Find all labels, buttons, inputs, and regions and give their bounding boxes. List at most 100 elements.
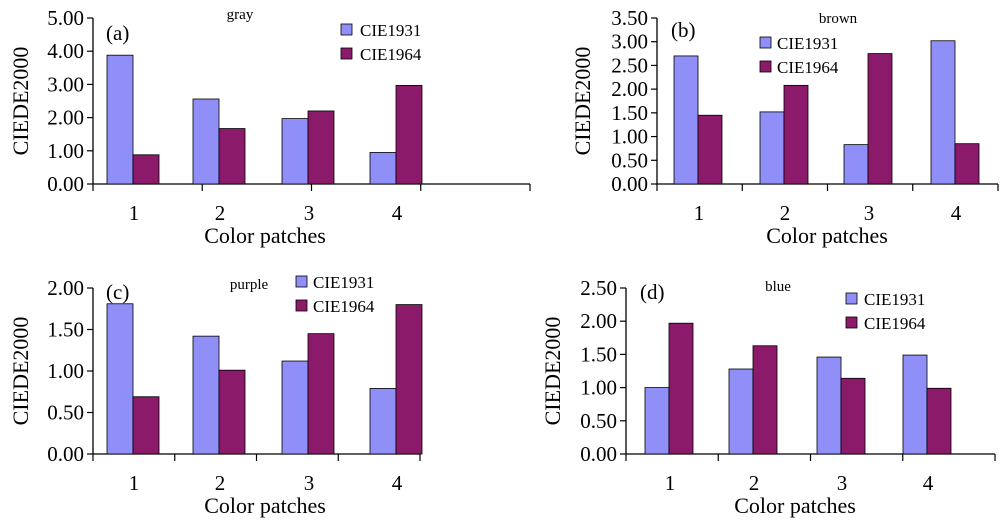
bars (106, 54, 423, 185)
bar-cie1931-4 (930, 40, 956, 185)
y-axis-title: CIEDE2000 (540, 317, 565, 426)
y-tick-label: 2.00 (611, 77, 648, 101)
panel-label: (d) (640, 280, 665, 304)
x-tick-label: 3 (864, 201, 875, 225)
bar-cie1964-1 (668, 322, 694, 455)
legend-label-cie1964: CIE1964 (777, 58, 839, 77)
legend-swatch-cie1931 (845, 292, 858, 305)
bar-cie1931-2 (192, 335, 220, 455)
y-tick-label: 4.00 (47, 39, 84, 63)
x-ticks: 1 2 3 4 (656, 184, 999, 225)
bar-cie1964-1 (697, 114, 723, 185)
chart-title: purple (230, 277, 269, 293)
x-tick-label: 1 (694, 201, 705, 225)
legend-label-cie1931: CIE1931 (313, 273, 374, 292)
bar-cie1964-4 (926, 387, 952, 455)
y-tick-label: 0.00 (580, 442, 617, 466)
panel-a: 0.00 1.00 2.00 3.00 4.00 5.00 1 2 3 4 (a) gray C… (8, 6, 531, 248)
legend: CIE1931 CIE1964 (340, 21, 422, 64)
x-tick-label: 4 (392, 201, 403, 225)
bar-cie1931-4 (369, 388, 397, 455)
x-axis-title: Color patches (204, 493, 326, 518)
bar-cie1931-2 (759, 111, 785, 185)
y-tick-label: 0.50 (47, 401, 84, 425)
x-tick-label: 3 (837, 471, 848, 495)
bars (644, 322, 952, 455)
legend-label-cie1931: CIE1931 (360, 21, 421, 40)
bar-cie1931-3 (816, 356, 842, 455)
bar-cie1931-3 (281, 360, 309, 455)
y-tick-label: 2.50 (611, 53, 648, 77)
x-tick-label: 1 (129, 201, 140, 225)
legend: CIE1931 CIE1964 (295, 273, 375, 316)
bar-cie1931-3 (843, 144, 869, 185)
panel-c: 0.00 0.50 1.00 1.50 2.00 1 2 3 4 (c) purple CIE… (8, 273, 423, 518)
x-tick-label: 4 (392, 471, 403, 495)
panel-d: 0.00 0.50 1.00 1.50 2.00 2.50 1 2 3 4 (d) blue C… (540, 276, 996, 518)
y-tick-label: 2.50 (580, 276, 617, 300)
y-tick-label: 5.00 (47, 6, 84, 30)
x-tick-label: 4 (951, 201, 962, 225)
y-tick-label: 1.00 (47, 139, 84, 163)
y-tick-label: 0.00 (47, 442, 84, 466)
x-axis-title: Color patches (204, 223, 326, 248)
y-tick-label: 1.50 (580, 342, 617, 366)
chart-title: blue (765, 279, 791, 295)
legend: CIE1931 CIE1964 (845, 290, 926, 333)
legend-label-cie1964: CIE1964 (864, 314, 926, 333)
bar-cie1931-2 (192, 98, 220, 185)
y-axis-title: CIEDE2000 (8, 47, 33, 156)
x-tick-label: 2 (215, 201, 226, 225)
bar-cie1964-2 (783, 84, 809, 185)
x-ticks: 1 2 3 4 (92, 184, 531, 225)
x-tick-label: 2 (749, 471, 760, 495)
y-axis-title: CIEDE2000 (8, 317, 33, 426)
x-tick-label: 2 (780, 201, 791, 225)
bar-cie1964-3 (307, 110, 335, 185)
x-tick-label: 1 (665, 471, 676, 495)
bar-cie1931-1 (106, 54, 134, 185)
x-tick-label: 1 (129, 471, 140, 495)
y-ticks: 0.00 0.50 1.00 1.50 2.00 2.50 (580, 276, 626, 466)
bar-cie1964-4 (954, 143, 980, 185)
x-axis-title: Color patches (734, 493, 856, 518)
legend-swatch-cie1964 (845, 316, 858, 329)
y-ticks: 0.00 0.50 1.00 1.50 2.00 (47, 276, 93, 466)
bar-cie1964-1 (132, 396, 160, 455)
y-tick-label: 1.50 (611, 101, 648, 125)
bar-cie1964-4 (395, 304, 423, 455)
panel-label: (b) (671, 18, 696, 42)
bar-cie1964-3 (307, 333, 335, 455)
legend-label-cie1964: CIE1964 (313, 297, 375, 316)
bar-cie1931-1 (106, 303, 134, 455)
legend-label-cie1931: CIE1931 (777, 34, 838, 53)
x-tick-label: 2 (215, 471, 226, 495)
panel-label: (a) (106, 21, 129, 45)
y-tick-label: 1.00 (47, 359, 84, 383)
legend-label-cie1931: CIE1931 (864, 290, 925, 309)
legend: CIE1931 CIE1964 (759, 34, 839, 77)
y-ticks: 0.000.501.001.502.002.503.003.50 (611, 6, 657, 196)
bar-cie1931-3 (281, 118, 309, 185)
bar-cie1964-2 (218, 128, 246, 185)
y-tick-label: 0.50 (580, 409, 617, 433)
legend-swatch-cie1964 (759, 60, 772, 73)
x-ticks: 1 2 3 4 (625, 454, 996, 495)
y-tick-label: 3.50 (611, 6, 648, 30)
bar-cie1964-4 (395, 84, 423, 185)
y-tick-label: 2.00 (47, 276, 84, 300)
bar-cie1931-1 (673, 55, 699, 185)
y-tick-label: 2.00 (580, 309, 617, 333)
x-ticks: 1 2 3 4 (92, 454, 421, 495)
bar-cie1931-4 (902, 354, 928, 455)
y-tick-label: 0.00 (47, 172, 84, 196)
y-tick-label: 2.00 (47, 106, 84, 130)
y-axis-title: CIEDE2000 (570, 47, 595, 156)
legend-swatch-cie1964 (340, 47, 353, 60)
y-tick-label: 1.00 (611, 125, 648, 149)
bar-cie1931-4 (369, 152, 397, 185)
bar-cie1931-2 (728, 368, 754, 455)
y-tick-label: 3.00 (47, 72, 84, 96)
x-tick-label: 3 (304, 471, 315, 495)
